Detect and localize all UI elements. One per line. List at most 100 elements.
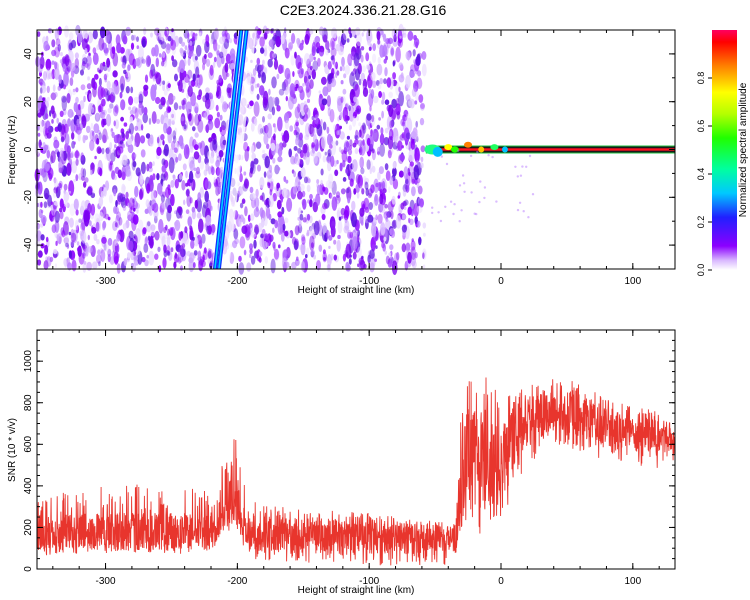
noise-cell <box>375 80 380 86</box>
noise-cell <box>203 247 207 254</box>
noise-cell <box>369 262 375 273</box>
noise-cell <box>172 130 177 140</box>
noise-cell <box>396 252 400 261</box>
noise-cell <box>150 189 157 202</box>
noise-cell <box>52 206 57 217</box>
noise-cell <box>51 119 54 124</box>
noise-cell <box>251 197 256 209</box>
carrier-blob <box>490 144 499 151</box>
noise-cell <box>114 222 118 228</box>
noise-cell <box>295 176 301 189</box>
noise-cell <box>354 84 360 98</box>
noise-cell <box>57 85 62 91</box>
noise-cell <box>176 206 182 214</box>
noise-cell <box>140 149 146 158</box>
noise-cell <box>92 52 99 65</box>
noise-cell <box>170 193 175 207</box>
noise-cell <box>99 111 106 119</box>
noise-cell <box>166 43 171 51</box>
noise-cell <box>161 52 166 58</box>
noise-cell <box>251 144 255 154</box>
noise-cell <box>87 234 91 241</box>
noise-cell <box>249 243 253 250</box>
noise-cell <box>39 82 43 87</box>
noise-cell <box>329 216 336 231</box>
noise-cell <box>183 50 187 55</box>
noise-cell <box>297 61 303 70</box>
noise-cell <box>187 69 193 80</box>
noise-cell <box>148 206 153 216</box>
noise-cell <box>221 101 228 113</box>
noise-cell <box>270 28 274 34</box>
noise-cell <box>197 154 202 164</box>
noise-cell <box>57 182 63 191</box>
noise-cell <box>398 86 401 93</box>
noise-cell <box>418 237 422 243</box>
noise-cell <box>309 193 313 200</box>
noise-cell <box>321 76 327 85</box>
noise-cell <box>45 144 50 155</box>
noise-cell <box>396 111 401 120</box>
noise-cell <box>73 102 79 113</box>
noise-cell <box>128 197 135 210</box>
noise-cell <box>94 133 99 145</box>
sparse-cell <box>483 196 486 200</box>
noise-cell <box>80 69 84 76</box>
noise-cell <box>53 139 60 149</box>
noise-cell <box>205 87 210 94</box>
noise-cell <box>37 31 41 37</box>
noise-cell <box>103 91 107 97</box>
noise-cell <box>138 93 143 106</box>
noise-cell <box>229 38 233 44</box>
noise-cell <box>261 72 266 84</box>
noise-cell <box>107 237 113 246</box>
noise-cell <box>201 260 206 268</box>
noise-cell <box>413 164 420 181</box>
noise-cell <box>175 244 182 253</box>
noise-cell <box>120 99 126 111</box>
noise-cell <box>87 76 90 81</box>
noise-cell <box>205 34 210 45</box>
noise-cell <box>133 197 137 206</box>
noise-cell <box>122 223 127 231</box>
noise-cell <box>59 59 64 64</box>
noise-cell <box>136 118 140 123</box>
noise-cell <box>309 53 314 62</box>
noise-cell <box>345 261 350 272</box>
noise-cell <box>90 192 96 199</box>
noise-cell <box>422 248 427 260</box>
noise-cell <box>311 146 316 154</box>
noise-cell <box>387 37 394 44</box>
noise-cell <box>127 64 131 71</box>
noise-cell <box>109 103 114 109</box>
noise-cell <box>362 139 365 146</box>
noise-cell <box>274 164 280 175</box>
noise-cell <box>202 254 205 262</box>
noise-cell <box>56 117 59 124</box>
noise-cell <box>414 133 419 140</box>
noise-cell <box>38 139 42 149</box>
noise-cell <box>51 39 56 48</box>
noise-cell <box>368 46 372 51</box>
noise-cell <box>187 57 191 66</box>
noise-cell <box>393 34 397 42</box>
noise-cell <box>80 152 84 162</box>
noise-cell <box>194 55 198 61</box>
noise-cell <box>109 161 113 166</box>
noise-cell <box>303 176 309 184</box>
noise-cell <box>95 112 100 121</box>
colorbar-gradient <box>712 30 737 270</box>
noise-cell <box>362 87 369 97</box>
noise-cell <box>297 147 302 154</box>
noise-cell <box>122 35 128 45</box>
noise-cell <box>40 243 45 249</box>
noise-cell <box>294 51 297 59</box>
noise-cell <box>175 156 179 163</box>
noise-cell <box>402 188 407 197</box>
noise-cell <box>208 225 212 235</box>
noise-cell <box>330 37 336 51</box>
noise-cell <box>172 95 176 101</box>
noise-cell <box>311 46 316 57</box>
noise-cell <box>131 263 137 272</box>
noise-cell <box>82 168 87 178</box>
